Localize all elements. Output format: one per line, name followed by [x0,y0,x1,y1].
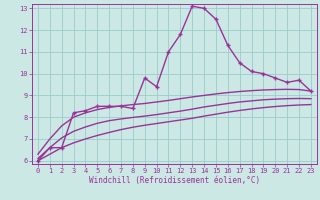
X-axis label: Windchill (Refroidissement éolien,°C): Windchill (Refroidissement éolien,°C) [89,176,260,185]
